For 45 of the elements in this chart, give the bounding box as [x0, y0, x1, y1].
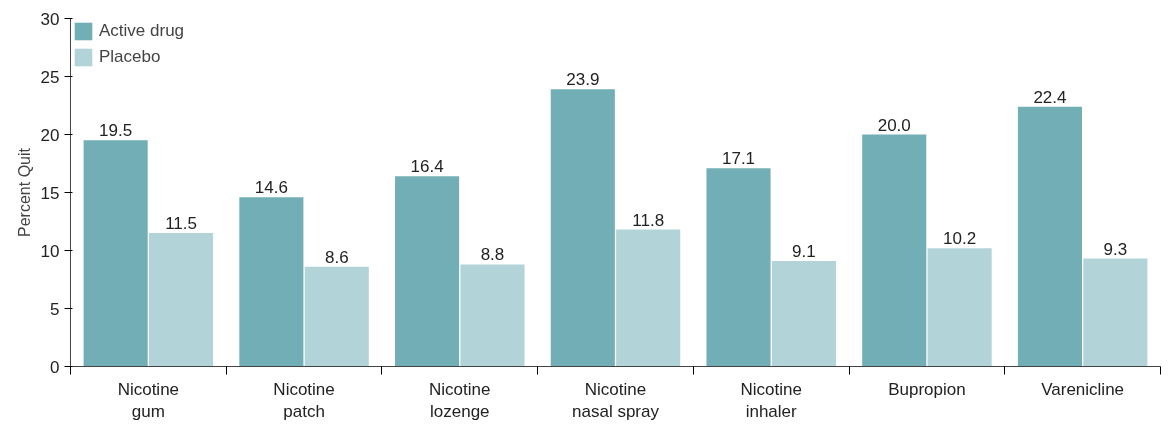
- data-label: 19.5: [99, 121, 133, 141]
- x-tick-label: Bupropion: [888, 379, 966, 399]
- data-label: 22.4: [1033, 87, 1067, 107]
- data-label: 11.5: [165, 214, 197, 234]
- data-label: 8.8: [480, 245, 505, 265]
- data-label: 8.6: [324, 247, 349, 267]
- y-axis-title: Percent Quit: [15, 147, 33, 237]
- bar: [239, 197, 304, 367]
- bar: [395, 176, 460, 367]
- bar: [550, 89, 615, 367]
- bar: [706, 168, 771, 367]
- bar: [304, 266, 369, 367]
- y-tick-label: 25: [40, 67, 60, 87]
- bar: [83, 140, 148, 367]
- data-label: 14.6: [254, 178, 288, 198]
- bar: [862, 134, 927, 367]
- x-tick-label: Nicotine gum: [117, 379, 180, 422]
- y-tick-label: 15: [40, 183, 60, 203]
- data-label: 23.9: [566, 70, 600, 90]
- y-tick-label: 20: [40, 125, 60, 145]
- bar: [149, 233, 214, 367]
- bar: [1017, 106, 1082, 367]
- x-tick-label: Varenicline: [1041, 379, 1125, 399]
- y-tick-label: 5: [50, 299, 60, 319]
- y-tick-label: 10: [40, 241, 60, 261]
- data-label: 17.1: [721, 149, 756, 169]
- bar: [927, 248, 992, 367]
- x-tick-label: Nicotine lozenge: [429, 379, 491, 422]
- data-label: 16.4: [410, 157, 444, 177]
- bar: [460, 264, 525, 367]
- data-label: 9.1: [792, 241, 816, 261]
- y-tick-label: 0: [50, 357, 60, 377]
- bar: [771, 260, 836, 367]
- legend-label: Active drug: [99, 21, 185, 41]
- x-tick-label: Nicotine nasal spray: [572, 379, 660, 422]
- legend-label: Placebo: [99, 47, 161, 67]
- y-tick-label: 30: [40, 9, 60, 29]
- bar: [616, 229, 681, 367]
- data-label: 9.3: [1103, 239, 1128, 259]
- data-label: 20.0: [877, 115, 911, 135]
- x-tick-label: Nicotine inhaler: [740, 379, 802, 422]
- bar: [1083, 258, 1148, 367]
- x-tick-label: Nicotine patch: [273, 379, 335, 422]
- data-label: 10.2: [943, 229, 977, 249]
- data-label: 11.8: [632, 210, 665, 230]
